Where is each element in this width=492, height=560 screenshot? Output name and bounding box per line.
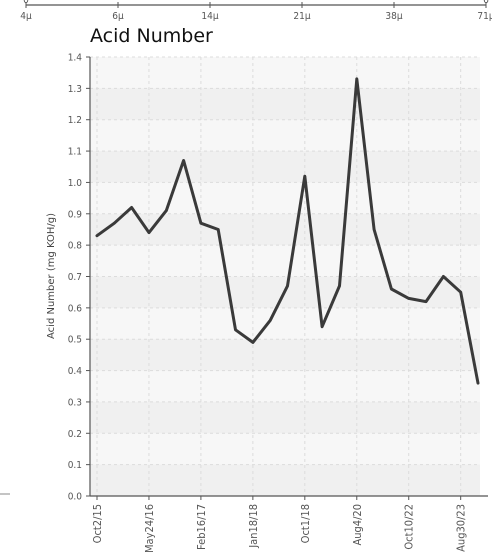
- y-tick-label: 1.0: [68, 178, 83, 189]
- data-point: [476, 381, 480, 385]
- y-tick-label: 1.2: [68, 115, 82, 126]
- top-scale-label: 6μ: [112, 11, 124, 22]
- plot-band: [90, 151, 480, 183]
- plot-band: [90, 88, 480, 120]
- y-tick-label: 0.9: [68, 209, 83, 220]
- y-tick-label: 1.3: [68, 84, 82, 95]
- top-scale-label: 71μ: [477, 11, 492, 22]
- x-tick-label: Feb16/17: [195, 504, 208, 550]
- y-axis-label: Acid Number (mg KOH/g): [46, 213, 57, 339]
- y-tick-label: 0.5: [68, 335, 82, 346]
- data-point: [338, 284, 341, 288]
- x-tick-label: Jan18/18: [247, 504, 260, 549]
- plot-band: [90, 464, 480, 496]
- y-tick-label: 0.6: [68, 303, 83, 314]
- data-point: [199, 221, 203, 225]
- x-tick-label: Oct2/15: [91, 504, 104, 543]
- data-point: [165, 209, 168, 212]
- top-scale-label: 38μ: [385, 11, 402, 22]
- data-point: [130, 206, 133, 209]
- y-tick-label: 0.7: [68, 272, 82, 283]
- data-point: [372, 228, 376, 231]
- plot-band: [90, 213, 480, 246]
- data-point: [442, 275, 445, 278]
- data-point: [320, 325, 324, 328]
- top-scale-label: 4μ: [20, 11, 32, 22]
- data-point: [355, 77, 358, 81]
- data-point: [217, 228, 220, 231]
- y-tick-label: 0.0: [68, 492, 83, 503]
- data-point: [268, 319, 272, 322]
- data-point: [390, 287, 393, 291]
- y-tick-label: 0.1: [68, 460, 82, 471]
- data-point: [303, 174, 307, 178]
- plot-band: [90, 401, 480, 434]
- data-point: [95, 234, 99, 237]
- y-tick-label: 0.3: [68, 397, 82, 408]
- data-point: [147, 231, 151, 234]
- data-point: [407, 297, 410, 300]
- x-tick-label: Oct10/22: [403, 504, 416, 550]
- y-tick-label: 1.4: [68, 53, 83, 64]
- data-point: [459, 290, 462, 294]
- chart-title: Acid Number: [90, 25, 213, 47]
- top-scale-label: 21μ: [293, 11, 310, 22]
- x-tick-label: Aug4/20: [351, 504, 364, 546]
- y-tick-label: 0.8: [68, 241, 83, 252]
- data-point: [286, 284, 289, 288]
- data-point: [234, 328, 237, 332]
- plot-band: [90, 339, 480, 371]
- x-tick-label: Aug30/23: [455, 504, 468, 552]
- data-point: [251, 341, 255, 344]
- top-scale-label: 14μ: [201, 11, 218, 22]
- data-point: [182, 159, 185, 162]
- x-tick-label: Oct1/18: [299, 504, 312, 543]
- y-tick-label: 1.1: [68, 147, 82, 158]
- data-point: [113, 221, 116, 225]
- y-tick-label: 0.2: [68, 429, 82, 440]
- data-point: [424, 300, 428, 303]
- y-tick-label: 0.4: [68, 366, 83, 377]
- x-tick-label: May24/16: [143, 504, 156, 553]
